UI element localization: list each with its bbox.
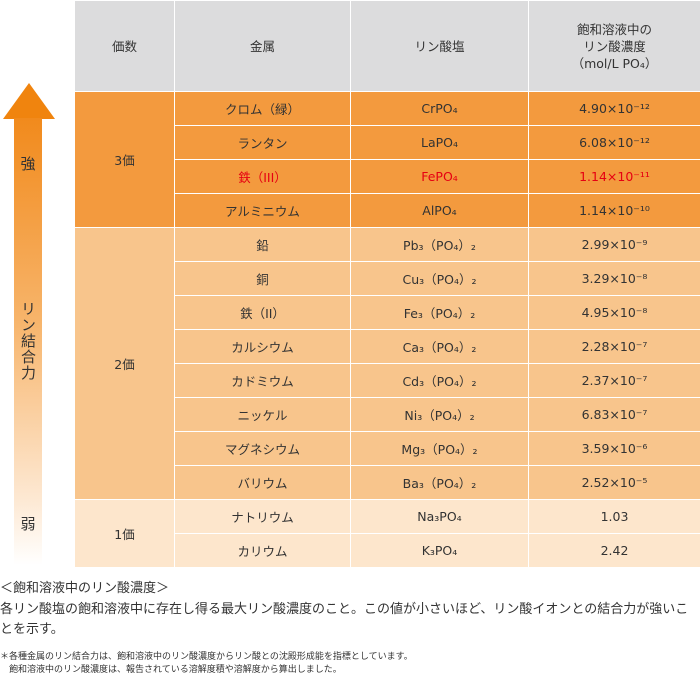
salt-cell: CrPO₄ — [350, 91, 529, 126]
conc-cell: 6.08×10⁻¹² — [528, 125, 700, 160]
table-row: カルシウム Ca₃（PO₄）₂ 2.28×10⁻⁷ — [75, 329, 700, 364]
table-row: バリウム Ba₃（PO₄）₂ 2.52×10⁻⁵ — [75, 465, 700, 500]
metal-cell: カドミウム — [174, 363, 351, 398]
metal-cell: カルシウム — [174, 329, 351, 364]
salt-cell-highlighted: FePO₄ — [350, 159, 529, 194]
footnote-line2: 飽和溶液中のリン酸濃度は、報告されている溶解度積や溶解度から算出しました。 — [0, 665, 342, 675]
salt-cell: LaPO₄ — [350, 125, 529, 160]
metal-cell: アルミニウム — [174, 193, 351, 228]
table-row: 鉄（II） Fe₃（PO₄）₂ 4.95×10⁻⁸ — [75, 295, 700, 330]
salt-cell: Pb₃（PO₄）₂ — [350, 227, 529, 262]
conc-cell: 4.90×10⁻¹² — [528, 91, 700, 126]
conc-cell: 2.42 — [528, 533, 700, 568]
metal-cell: 鉄（II） — [174, 295, 351, 330]
table-row: 3価 クロム（緑） CrPO₄ 4.90×10⁻¹² — [74, 91, 700, 228]
metal-cell: ナトリウム — [174, 499, 351, 534]
footnote-line1: ＊各種金属のリン結合力は、飽和溶液中のリン酸濃度からリン酸との沈殿形成能を指標と… — [0, 652, 413, 662]
header-salt: リン酸塩 — [350, 0, 529, 92]
header-conc-line2: リン酸濃度 — [583, 38, 646, 54]
salt-cell: Na₃PO₄ — [350, 499, 529, 534]
conc-cell: 1.14×10⁻¹⁰ — [528, 193, 700, 228]
salt-cell: AlPO₄ — [350, 193, 529, 228]
arrow-shaft — [14, 118, 42, 565]
table-header-row: 価数 金属 リン酸塩 飽和溶液中の リン酸濃度 （mol/L PO₄） — [74, 0, 700, 92]
header-valence: 価数 — [74, 0, 175, 92]
metal-cell: ニッケル — [174, 397, 351, 432]
conc-cell: 1.03 — [528, 499, 700, 534]
metal-cell: クロム（緑） — [174, 91, 351, 126]
header-metal: 金属 — [174, 0, 351, 92]
salt-cell: K₃PO₄ — [350, 533, 529, 568]
table-row: 銅 Cu₃（PO₄）₂ 3.29×10⁻⁸ — [75, 261, 700, 296]
metal-cell: 銅 — [174, 261, 351, 296]
conc-cell: 2.99×10⁻⁹ — [528, 227, 700, 262]
table-row-highlighted: 鉄（III） FePO₄ 1.14×10⁻¹¹ — [75, 159, 700, 194]
salt-cell: Cu₃（PO₄）₂ — [350, 261, 529, 296]
conc-cell: 3.29×10⁻⁸ — [528, 261, 700, 296]
footnote: ＊各種金属のリン結合力は、飽和溶液中のリン酸濃度からリン酸との沈殿形成能を指標と… — [0, 651, 700, 677]
valence-cell-2: 2価 — [74, 227, 175, 500]
metal-cell: カリウム — [174, 533, 351, 568]
metal-cell: マグネシウム — [174, 431, 351, 466]
arrow-label-bond-strength: リン結合力 — [19, 301, 37, 381]
note-body: 各リン酸塩の飽和溶液中に存在し得る最大リン酸濃度のこと。この値が小さいほど、リン… — [0, 602, 689, 637]
header-conc-line3: （mol/L PO₄） — [571, 55, 658, 71]
metal-cell: ランタン — [174, 125, 351, 160]
arrow-label-weak: 弱 — [20, 515, 36, 533]
table-row: カリウム K₃PO₄ 2.42 — [75, 533, 700, 568]
arrow-up-icon — [3, 83, 55, 119]
table-row: マグネシウム Mg₃（PO₄）₂ 3.59×10⁻⁶ — [75, 431, 700, 466]
table-row: ランタン LaPO₄ 6.08×10⁻¹² — [75, 125, 700, 160]
header-concentration: 飽和溶液中の リン酸濃度 （mol/L PO₄） — [528, 0, 700, 92]
arrow-label-strong: 強 — [20, 155, 36, 173]
valence-cell-3: 3価 — [74, 91, 175, 228]
table-row: 2価 鉛 Pb₃（PO₄）₂ 2.99×10⁻⁹ — [74, 227, 700, 500]
metal-cell-highlighted: 鉄（III） — [174, 159, 351, 194]
note-title: ＜飽和溶液中のリン酸濃度＞ — [0, 581, 170, 596]
conc-cell: 3.59×10⁻⁶ — [528, 431, 700, 466]
salt-cell: Ba₃（PO₄）₂ — [350, 465, 529, 500]
conc-cell: 4.95×10⁻⁸ — [528, 295, 700, 330]
table-row: 1価 ナトリウム Na₃PO₄ 1.03 — [74, 499, 700, 568]
salt-cell: Mg₃（PO₄）₂ — [350, 431, 529, 466]
conc-cell: 6.83×10⁻⁷ — [528, 397, 700, 432]
notes-section: ＜飽和溶液中のリン酸濃度＞ 各リン酸塩の飽和溶液中に存在し得る最大リン酸濃度のこ… — [0, 580, 700, 677]
header-conc-line1: 飽和溶液中の — [576, 21, 652, 37]
conc-cell-highlighted: 1.14×10⁻¹¹ — [528, 159, 700, 194]
conc-cell: 2.52×10⁻⁵ — [528, 465, 700, 500]
table-row: アルミニウム AlPO₄ 1.14×10⁻¹⁰ — [75, 193, 700, 228]
conc-cell: 2.37×10⁻⁷ — [528, 363, 700, 398]
salt-cell: Ca₃（PO₄）₂ — [350, 329, 529, 364]
metal-cell: 鉛 — [174, 227, 351, 262]
salt-cell: Fe₃（PO₄）₂ — [350, 295, 529, 330]
bond-strength-arrow: 強 リン結合力 弱 — [0, 83, 58, 565]
conc-cell: 2.28×10⁻⁷ — [528, 329, 700, 364]
valence-cell-1: 1価 — [74, 499, 175, 568]
salt-cell: Ni₃（PO₄）₂ — [350, 397, 529, 432]
phosphate-table: 価数 金属 リン酸塩 飽和溶液中の リン酸濃度 （mol/L PO₄） 3価 ク… — [74, 0, 700, 568]
metal-cell: バリウム — [174, 465, 351, 500]
salt-cell: Cd₃（PO₄）₂ — [350, 363, 529, 398]
